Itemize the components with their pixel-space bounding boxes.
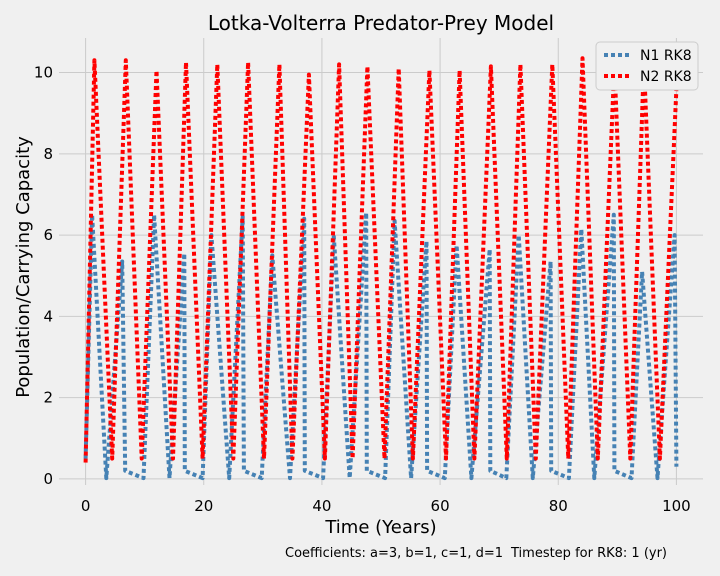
x-tick-label: 40 (312, 497, 331, 515)
y-tick-label: 6 (43, 226, 53, 244)
chart-title: Lotka-Volterra Predator-Prey Model (208, 11, 554, 35)
timestep-note: Timestep for RK8: 1 (yr) (510, 546, 667, 561)
legend-label-n2: N2 RK8 (640, 69, 692, 85)
tick-labels: 0 20 40 60 80 100 0 2 4 6 8 10 (34, 64, 691, 515)
x-tick-label: 60 (431, 497, 450, 515)
legend: N1 RK8 N2 RK8 (595, 41, 699, 91)
y-tick-label: 0 (43, 470, 53, 488)
x-axis-label: Time (Years) (324, 517, 436, 538)
x-tick-label: 80 (549, 497, 568, 515)
y-axis-label: Population/Carrying Capacity (13, 136, 34, 398)
x-tick-label: 0 (81, 497, 91, 515)
legend-label-n1: N1 RK8 (640, 48, 692, 64)
y-tick-label: 4 (43, 307, 53, 325)
y-tick-label: 2 (43, 389, 53, 407)
y-tick-label: 8 (43, 145, 53, 163)
x-tick-label: 20 (194, 497, 213, 515)
x-tick-label: 100 (662, 497, 691, 515)
coefficients-note: Coefficients: a=3, b=1, c=1, d=1 (285, 546, 503, 561)
y-tick-label: 10 (34, 64, 53, 82)
